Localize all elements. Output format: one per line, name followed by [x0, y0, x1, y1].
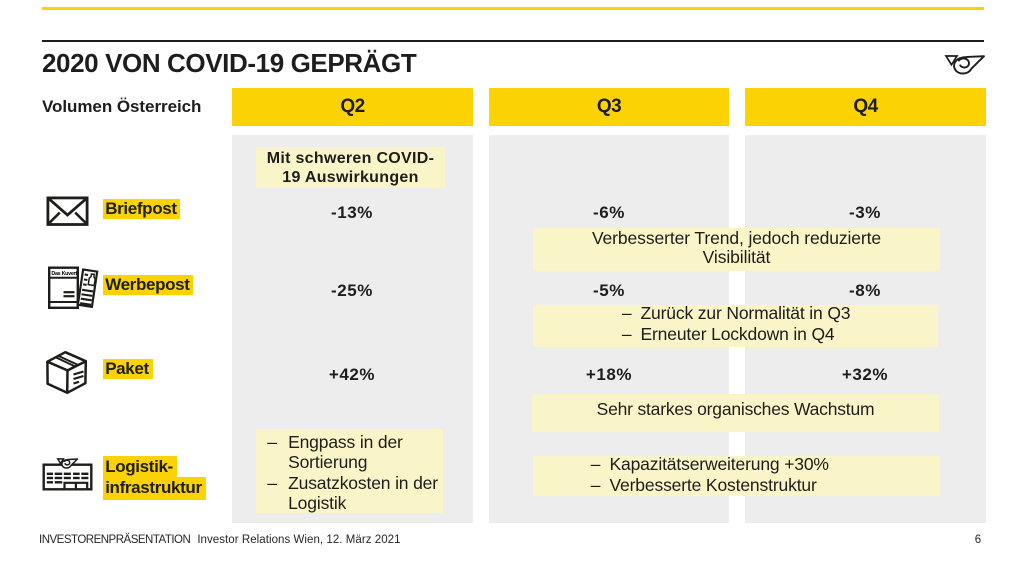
svg-text:Das Kuvert: Das Kuvert — [51, 271, 77, 277]
